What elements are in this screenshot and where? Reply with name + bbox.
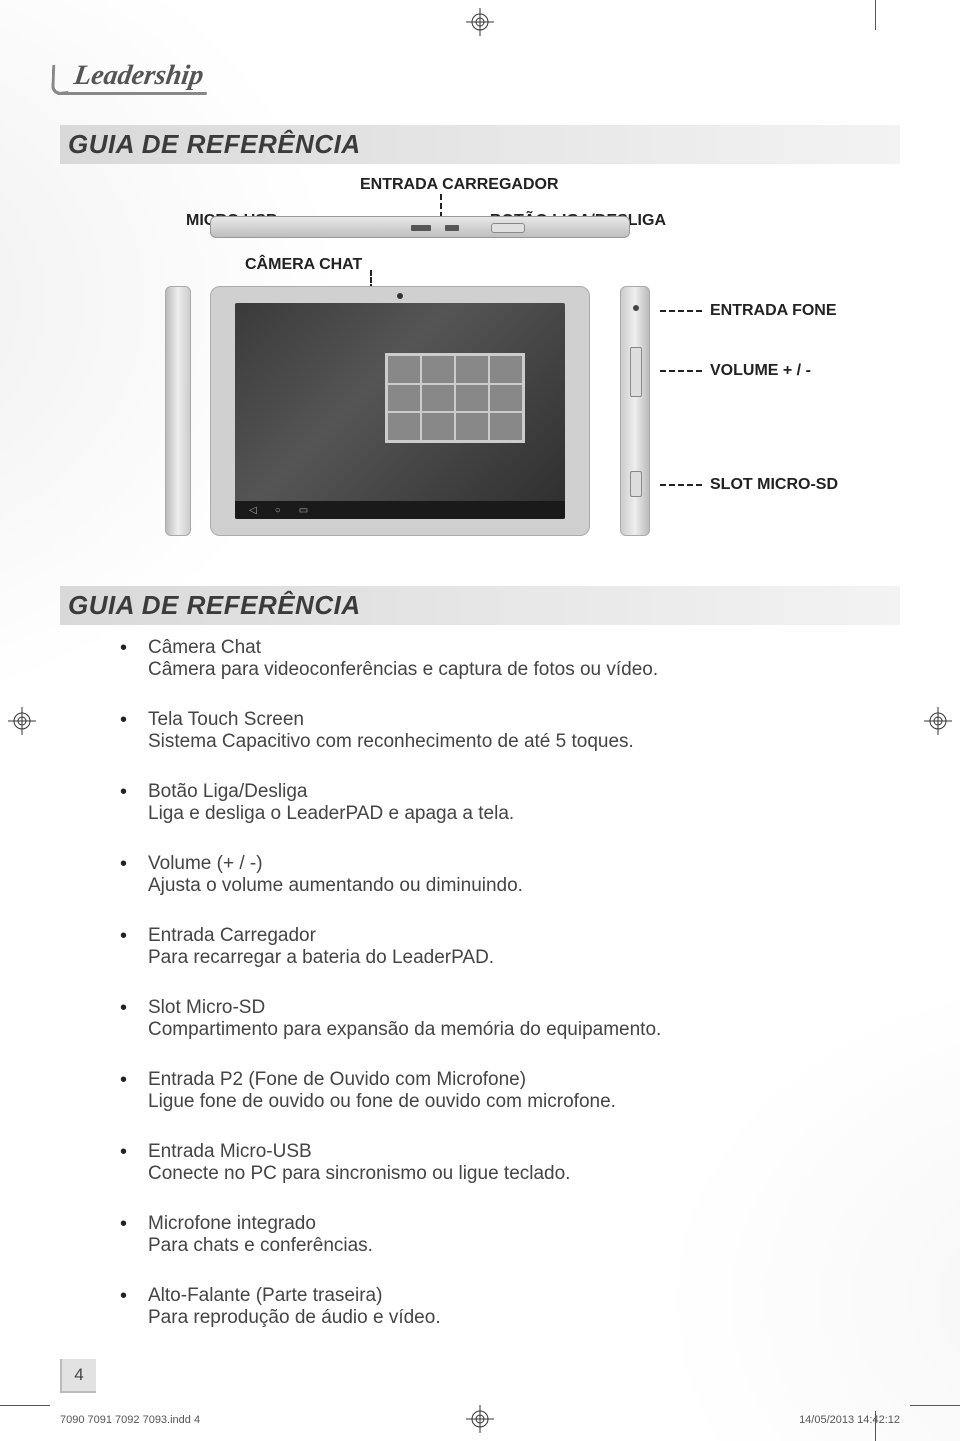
- feature-desc: Para chats e conferências.: [148, 1235, 900, 1257]
- feature-title: Entrada Carregador: [148, 925, 900, 947]
- tablet-diagram: ENTRADA CARREGADOR MICRO USB BOTÃO LIGA/…: [90, 176, 870, 556]
- screen-widget: [385, 353, 525, 443]
- feature-title: Tela Touch Screen: [148, 709, 900, 731]
- feature-title: Entrada Micro-USB: [148, 1141, 900, 1163]
- feature-list: Câmera Chat Câmera para videoconferência…: [60, 637, 900, 1329]
- feature-desc: Sistema Capacitivo com reconhecimento de…: [148, 731, 900, 753]
- label-entrada-carregador: ENTRADA CARREGADOR: [360, 176, 559, 194]
- feature-title: Alto-Falante (Parte traseira): [148, 1285, 900, 1307]
- feature-title: Botão Liga/Desliga: [148, 781, 900, 803]
- registration-mark-icon: [924, 707, 952, 735]
- section-header-1: GUIA DE REFERÊNCIA: [60, 125, 900, 164]
- feature-desc: Compartimento para expansão da memória d…: [148, 1019, 900, 1041]
- list-item: Microfone integrado Para chats e conferê…: [120, 1213, 900, 1257]
- list-item: Câmera Chat Câmera para videoconferência…: [120, 637, 900, 681]
- feature-title: Volume (+ / -): [148, 853, 900, 875]
- label-camera-chat: CÂMERA CHAT: [245, 256, 362, 274]
- tablet-screen: ◁○▭: [235, 303, 565, 519]
- crop-mark: [910, 1405, 960, 1406]
- section-title: GUIA DE REFERÊNCIA: [68, 590, 892, 621]
- list-item: Volume (+ / -) Ajusta o volume aumentand…: [120, 853, 900, 897]
- feature-desc: Ligue fone de ouvido ou fone de ouvido c…: [148, 1091, 900, 1113]
- print-footer: 7090 7091 7092 7093.indd 4 14/05/2013 14…: [60, 1414, 900, 1426]
- tablet-front-face: ◁○▭: [210, 286, 590, 536]
- list-item: Entrada P2 (Fone de Ouvido com Microfone…: [120, 1069, 900, 1113]
- registration-mark-icon: [466, 8, 494, 36]
- section-title: GUIA DE REFERÊNCIA: [68, 129, 892, 160]
- list-item: Botão Liga/Desliga Liga e desliga o Lead…: [120, 781, 900, 825]
- crop-mark: [875, 0, 876, 30]
- feature-desc: Liga e desliga o LeaderPAD e apaga a tel…: [148, 803, 900, 825]
- section-header-2: GUIA DE REFERÊNCIA: [60, 586, 900, 625]
- list-item: Alto-Falante (Parte traseira) Para repro…: [120, 1285, 900, 1329]
- feature-title: Entrada P2 (Fone de Ouvido com Microfone…: [148, 1069, 900, 1091]
- screen-nav-bar: ◁○▭: [235, 501, 565, 519]
- footer-file: 7090 7091 7092 7093.indd 4: [60, 1414, 200, 1426]
- list-item: Slot Micro-SD Compartimento para expansã…: [120, 997, 900, 1041]
- label-entrada-fone: ENTRADA FONE: [710, 302, 837, 320]
- footer-timestamp: 14/05/2013 14:42:12: [799, 1414, 900, 1426]
- camera-dot-icon: [397, 293, 403, 299]
- feature-desc: Câmera para videoconferências e captura …: [148, 659, 900, 681]
- feature-title: Câmera Chat: [148, 637, 900, 659]
- brand-logo: Leadership: [58, 60, 212, 95]
- registration-mark-icon: [8, 707, 36, 735]
- tablet-left-edge: [165, 286, 191, 536]
- label-slot-sd: SLOT MICRO-SD: [710, 476, 838, 494]
- tablet-right-edge: [620, 286, 650, 536]
- list-item: Entrada Micro-USB Conecte no PC para sin…: [120, 1141, 900, 1185]
- feature-desc: Ajusta o volume aumentando ou diminuindo…: [148, 875, 900, 897]
- feature-desc: Para reprodução de áudio e vídeo.: [148, 1307, 900, 1329]
- page-number: 4: [60, 1359, 96, 1393]
- feature-desc: Conecte no PC para sincronismo ou ligue …: [148, 1163, 900, 1185]
- feature-desc: Para recarregar a bateria do LeaderPAD.: [148, 947, 900, 969]
- list-item: Entrada Carregador Para recarregar a bat…: [120, 925, 900, 969]
- label-volume: VOLUME + / -: [710, 362, 811, 380]
- feature-title: Slot Micro-SD: [148, 997, 900, 1019]
- list-item: Tela Touch Screen Sistema Capacitivo com…: [120, 709, 900, 753]
- feature-title: Microfone integrado: [148, 1213, 900, 1235]
- crop-mark: [0, 1405, 50, 1406]
- tablet-top-edge: [210, 216, 630, 238]
